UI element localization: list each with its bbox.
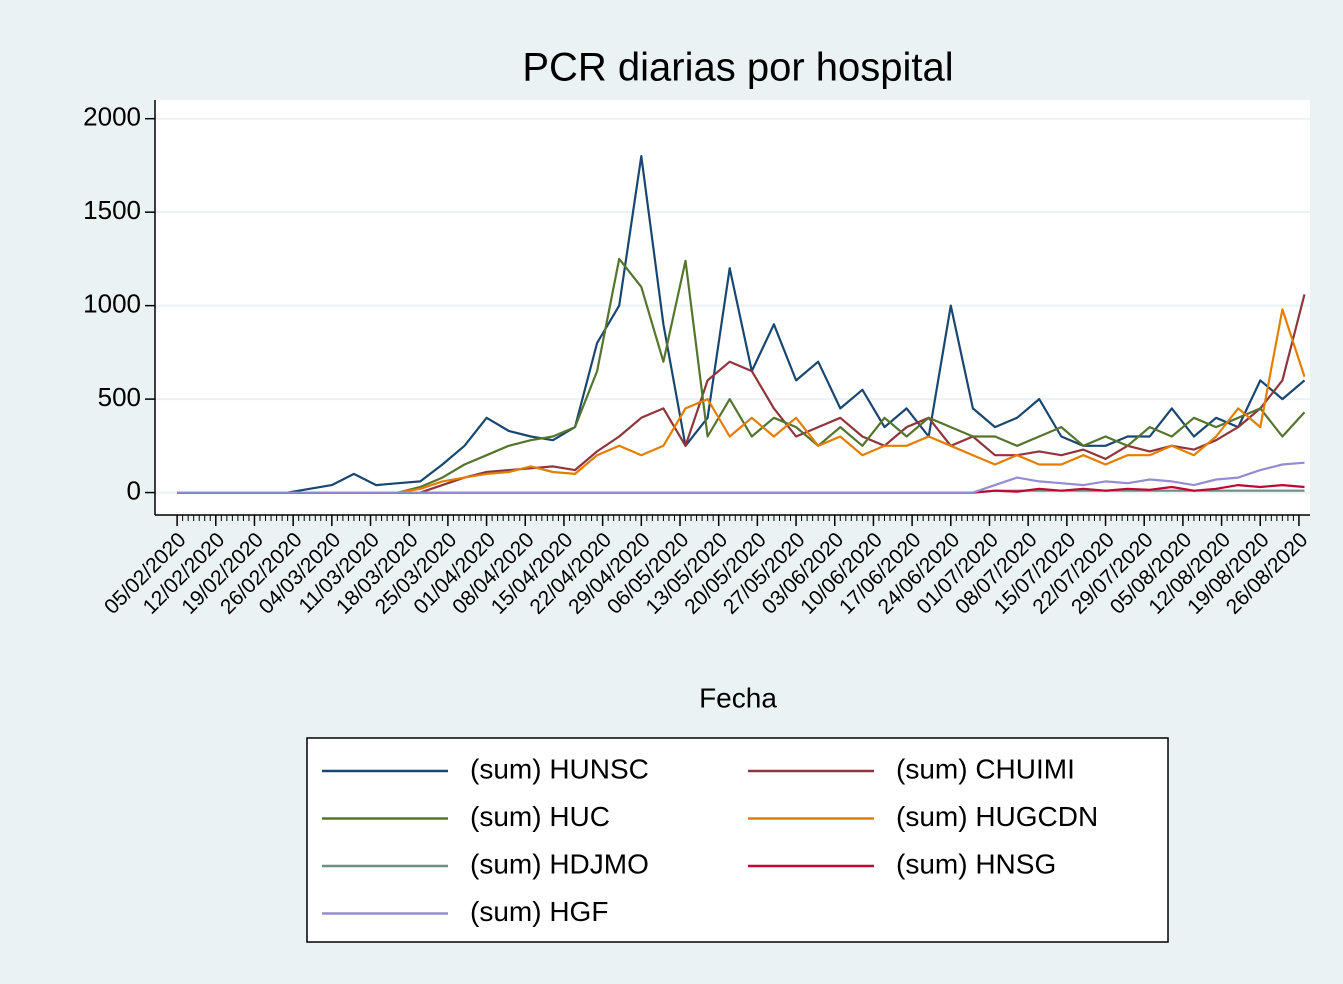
y-tick-label: 0 — [127, 475, 141, 505]
plot-region — [155, 100, 1310, 515]
y-tick-label: 2000 — [83, 102, 141, 132]
legend-label: (sum) HNSG — [896, 848, 1056, 879]
legend-label: (sum) HUNSC — [470, 753, 649, 784]
legend-label: (sum) HDJMO — [470, 848, 649, 879]
x-axis-label: Fecha — [699, 682, 777, 713]
legend-label: (sum) HUGCDN — [896, 801, 1098, 832]
chart-title: PCR diarias por hospital — [522, 46, 953, 90]
y-tick-label: 1500 — [83, 195, 141, 225]
y-tick-label: 1000 — [83, 289, 141, 319]
legend-label: (sum) HUC — [470, 801, 610, 832]
y-tick-label: 500 — [98, 382, 141, 412]
legend — [306, 737, 1169, 943]
legend-label: (sum) CHUIMI — [896, 753, 1075, 784]
series-line — [177, 461, 1305, 494]
legend-label: (sum) HGF — [470, 896, 608, 927]
